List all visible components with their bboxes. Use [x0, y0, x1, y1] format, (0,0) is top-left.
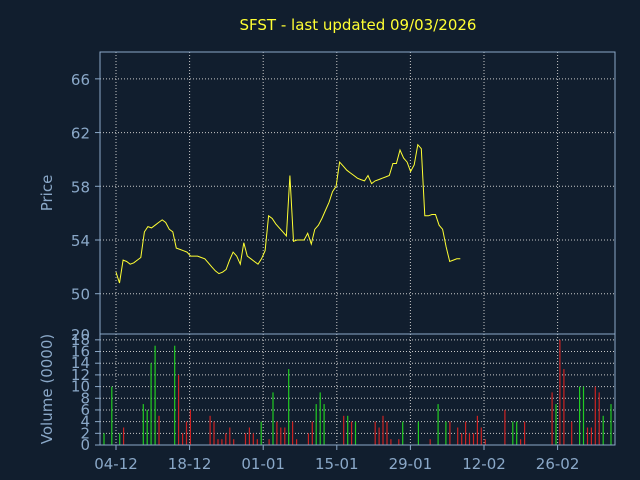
volume-tick-label: 14	[71, 354, 90, 372]
price-grid	[100, 52, 615, 334]
volume-tick-label: 16	[71, 343, 90, 361]
x-tick-label: 29-01	[389, 455, 433, 473]
volume-tick-label: 4	[80, 413, 90, 431]
price-tick-label: 66	[71, 71, 90, 89]
price-tick-label: 62	[71, 125, 90, 143]
price-line	[115, 143, 461, 284]
chart-title: SFST - last updated 09/03/2026	[240, 16, 477, 34]
volume-axis-label: Volume (0000)	[38, 334, 56, 444]
volume-tick-label: 0	[80, 436, 90, 454]
x-axis: 04-12 18-12 01-01 15-01 29-01 12-02 26-02	[94, 445, 579, 473]
volume-tick-label: 2	[80, 424, 90, 442]
price-tick-label: 50	[71, 286, 90, 304]
volume-panel-frame	[99, 333, 616, 446]
volume-tick-label: 12	[71, 366, 90, 384]
volume-bars	[103, 339, 612, 445]
volume-tick-label: 18	[71, 331, 90, 349]
x-tick-label: 12-02	[462, 455, 506, 473]
x-tick-label: 01-01	[241, 455, 285, 473]
volume-tick-label: 6	[80, 401, 90, 419]
price-tick-label: 58	[71, 178, 90, 196]
x-tick-label: 26-02	[536, 455, 580, 473]
price-axis: 50 54 58 62 66	[71, 71, 100, 304]
volume-tick-label: 8	[80, 389, 90, 407]
volume-grid	[100, 334, 615, 446]
price-axis-label: Price	[38, 175, 56, 212]
volume-top-tick-label: 20	[71, 326, 90, 344]
price-panel-frame	[99, 51, 616, 335]
x-tick-label: 18-12	[168, 455, 212, 473]
price-tick-label: 54	[71, 232, 90, 250]
x-tick-label: 04-12	[94, 455, 138, 473]
x-tick-label: 15-01	[315, 455, 359, 473]
volume-tick-label: 10	[71, 378, 90, 396]
